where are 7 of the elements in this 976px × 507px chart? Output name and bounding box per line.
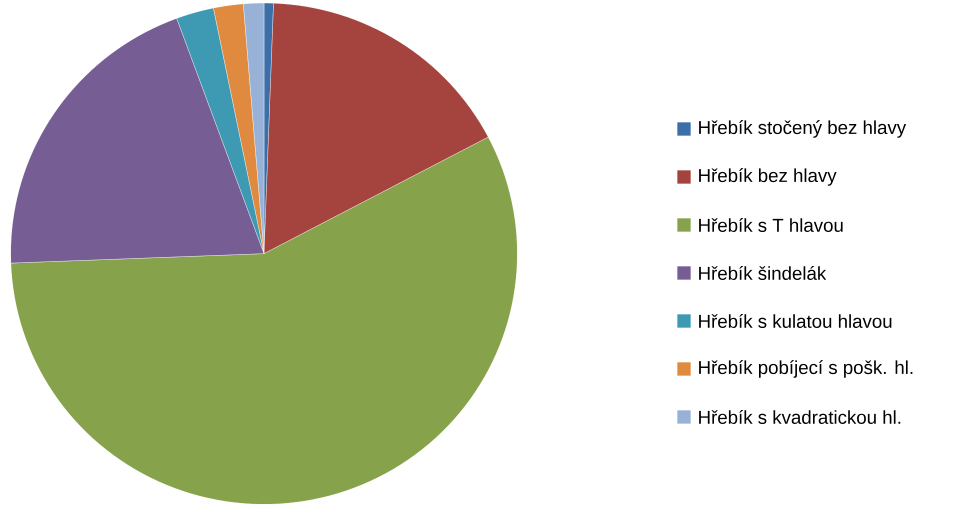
legend-label: Hřebík pobíjecí s pošk. hl. (699, 360, 912, 378)
legend-label: Hřebík s kvadratickou hl. (699, 410, 900, 424)
legend-label: Hřebík stočený bez hlavy (699, 120, 906, 138)
legend-label: Hřebík s kulatou hlavou (699, 314, 892, 328)
legend-label: Hřebík bez hlavy (699, 168, 837, 186)
legend-label: Hřebík šindelák (699, 266, 826, 280)
legend-label: Hřebík s T hlavou (699, 218, 843, 232)
